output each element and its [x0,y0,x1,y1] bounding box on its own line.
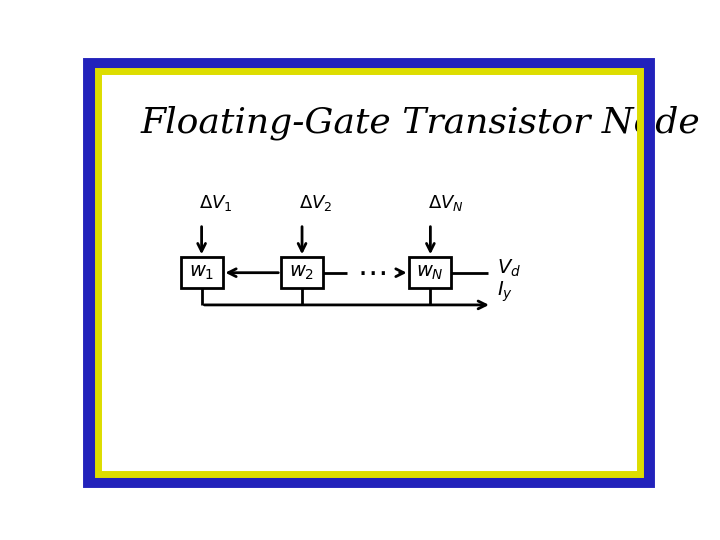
Text: $w_N$: $w_N$ [416,264,444,282]
Text: $\Delta V_N$: $\Delta V_N$ [428,193,464,213]
Bar [410,257,451,288]
Text: Floating-Gate Transistor Node: Floating-Gate Transistor Node [140,106,700,140]
Text: $\Delta V_2$: $\Delta V_2$ [300,193,333,213]
Bar [181,257,222,288]
Text: $w_2$: $w_2$ [289,264,315,282]
Text: $\Delta V_1$: $\Delta V_1$ [199,193,233,213]
Text: $\cdots$: $\cdots$ [357,258,386,287]
Text: $V_d$: $V_d$ [498,258,521,279]
Bar [281,257,323,288]
Text: $I_y$: $I_y$ [498,279,513,303]
Text: $w_1$: $w_1$ [189,264,215,282]
